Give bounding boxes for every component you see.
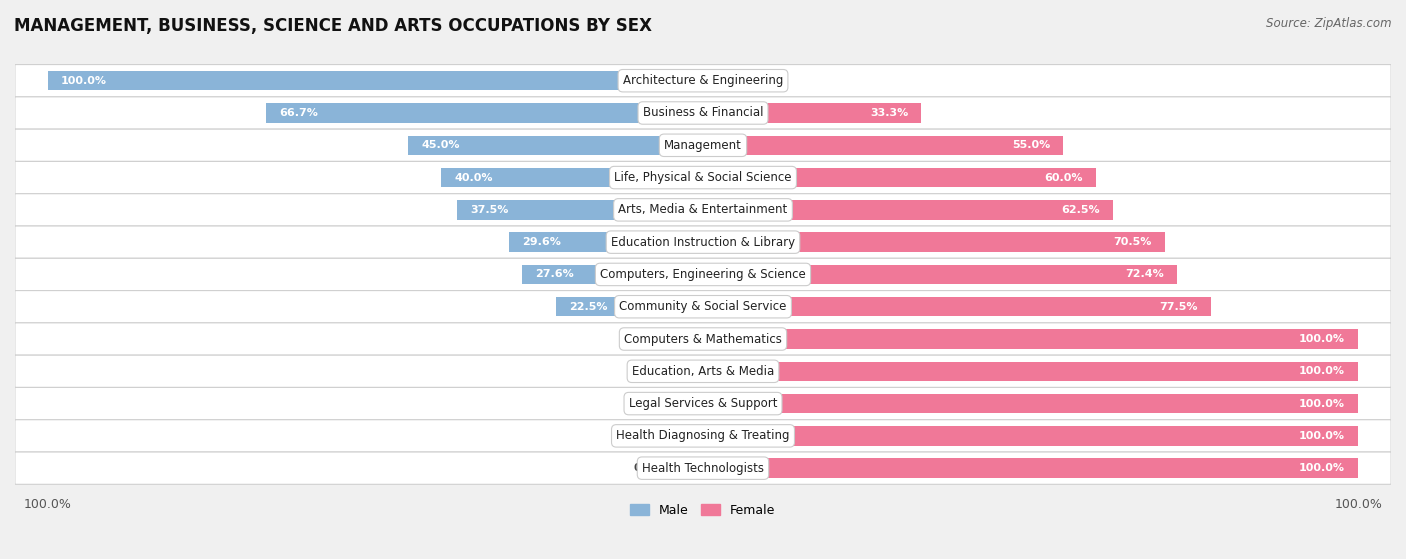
Text: 0.0%: 0.0% [633, 463, 664, 473]
Text: Education, Arts & Media: Education, Arts & Media [631, 365, 775, 378]
Text: Management: Management [664, 139, 742, 152]
Text: Arts, Media & Entertainment: Arts, Media & Entertainment [619, 203, 787, 216]
Text: Architecture & Engineering: Architecture & Engineering [623, 74, 783, 87]
Bar [703, 200, 1112, 220]
Text: 0.0%: 0.0% [633, 399, 664, 409]
FancyBboxPatch shape [15, 226, 1391, 258]
Text: Health Technologists: Health Technologists [643, 462, 763, 475]
Bar [703, 233, 1166, 252]
Bar [703, 168, 1097, 187]
FancyBboxPatch shape [15, 452, 1391, 484]
Bar [703, 103, 921, 122]
FancyBboxPatch shape [15, 323, 1391, 355]
FancyBboxPatch shape [15, 387, 1391, 420]
Text: 72.4%: 72.4% [1126, 269, 1164, 280]
Text: 66.7%: 66.7% [278, 108, 318, 118]
Bar [671, 362, 703, 381]
Bar [555, 297, 703, 316]
Bar [703, 426, 1358, 446]
Text: 55.0%: 55.0% [1012, 140, 1050, 150]
Bar [703, 136, 1063, 155]
Text: Legal Services & Support: Legal Services & Support [628, 397, 778, 410]
Bar [703, 458, 1358, 478]
Text: Business & Financial: Business & Financial [643, 107, 763, 120]
Bar [441, 168, 703, 187]
Text: 77.5%: 77.5% [1159, 302, 1198, 312]
Text: 60.0%: 60.0% [1045, 173, 1083, 183]
Text: Source: ZipAtlas.com: Source: ZipAtlas.com [1267, 17, 1392, 30]
Bar [703, 394, 1358, 413]
Text: 29.6%: 29.6% [522, 237, 561, 247]
Bar [671, 426, 703, 446]
Bar [703, 329, 1358, 349]
Text: Education Instruction & Library: Education Instruction & Library [612, 236, 794, 249]
Text: 37.5%: 37.5% [471, 205, 509, 215]
Text: 40.0%: 40.0% [454, 173, 492, 183]
FancyBboxPatch shape [15, 97, 1391, 129]
FancyBboxPatch shape [15, 258, 1391, 291]
Text: 70.5%: 70.5% [1114, 237, 1152, 247]
Text: Computers, Engineering & Science: Computers, Engineering & Science [600, 268, 806, 281]
Bar [509, 233, 703, 252]
Bar [671, 458, 703, 478]
FancyBboxPatch shape [15, 162, 1391, 194]
Bar [703, 265, 1177, 284]
Text: 100.0%: 100.0% [60, 75, 107, 86]
Bar [266, 103, 703, 122]
Bar [671, 329, 703, 349]
Text: 0.0%: 0.0% [633, 334, 664, 344]
Text: 100.0%: 100.0% [1299, 366, 1346, 376]
Text: Computers & Mathematics: Computers & Mathematics [624, 333, 782, 345]
Text: 27.6%: 27.6% [536, 269, 574, 280]
Text: 22.5%: 22.5% [568, 302, 607, 312]
Text: Life, Physical & Social Science: Life, Physical & Social Science [614, 171, 792, 184]
Bar [703, 297, 1211, 316]
Text: 0.0%: 0.0% [742, 75, 773, 86]
Text: 100.0%: 100.0% [1299, 334, 1346, 344]
Text: 0.0%: 0.0% [633, 366, 664, 376]
Text: MANAGEMENT, BUSINESS, SCIENCE AND ARTS OCCUPATIONS BY SEX: MANAGEMENT, BUSINESS, SCIENCE AND ARTS O… [14, 17, 652, 35]
Bar [48, 71, 703, 91]
Bar [408, 136, 703, 155]
FancyBboxPatch shape [15, 194, 1391, 226]
Text: 45.0%: 45.0% [422, 140, 460, 150]
FancyBboxPatch shape [15, 420, 1391, 452]
Text: Health Diagnosing & Treating: Health Diagnosing & Treating [616, 429, 790, 442]
Text: 100.0%: 100.0% [1299, 431, 1346, 441]
FancyBboxPatch shape [15, 64, 1391, 97]
Text: 100.0%: 100.0% [1299, 463, 1346, 473]
Bar [671, 394, 703, 413]
Legend: Male, Female: Male, Female [626, 499, 780, 522]
Bar [703, 362, 1358, 381]
Bar [703, 71, 735, 91]
Text: Community & Social Service: Community & Social Service [619, 300, 787, 313]
Bar [457, 200, 703, 220]
Text: 62.5%: 62.5% [1060, 205, 1099, 215]
Text: 0.0%: 0.0% [633, 431, 664, 441]
Bar [522, 265, 703, 284]
FancyBboxPatch shape [15, 355, 1391, 387]
Text: 100.0%: 100.0% [1299, 399, 1346, 409]
Text: 33.3%: 33.3% [870, 108, 908, 118]
FancyBboxPatch shape [15, 291, 1391, 323]
FancyBboxPatch shape [15, 129, 1391, 162]
